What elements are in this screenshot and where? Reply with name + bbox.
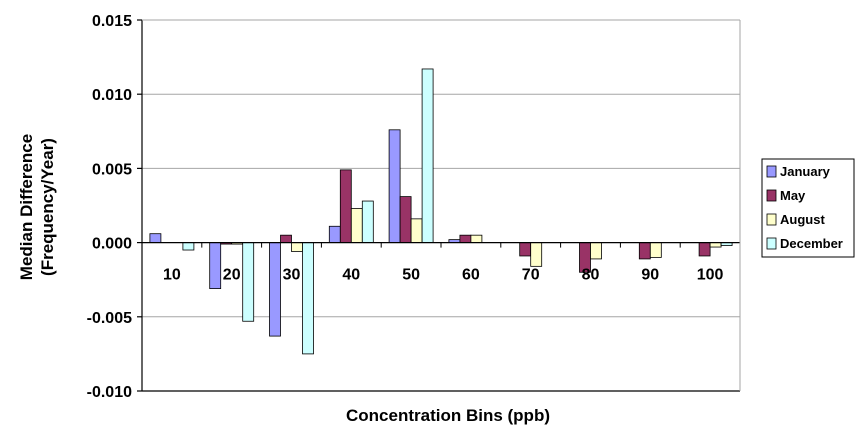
bar-may-30 xyxy=(280,234,292,243)
y-axis-title-line2: (Frequency/Year) xyxy=(38,138,57,276)
x-tick-label: 10 xyxy=(163,267,181,284)
bar-august-90 xyxy=(649,242,662,258)
x-axis-ticks: 10 20 30 40 50 60 70 80 90 100 xyxy=(141,242,724,284)
legend-label-january: January xyxy=(780,164,831,179)
bar-august-30 xyxy=(291,242,303,252)
x-tick-label: 100 xyxy=(697,267,724,284)
legend-label-december: December xyxy=(780,236,843,251)
bar-may-40 xyxy=(339,169,352,244)
bar-december-10 xyxy=(182,242,195,251)
legend-label-august: August xyxy=(780,212,825,227)
legend-swatch-august xyxy=(766,213,777,226)
plot-frame xyxy=(141,19,741,392)
y-tick-label: -0.005 xyxy=(87,310,132,327)
bar-august-80 xyxy=(590,242,602,260)
x-tick-label: 20 xyxy=(223,267,241,284)
y-tick-label: 0.010 xyxy=(92,87,132,104)
bar-may-60 xyxy=(459,234,472,243)
legend: January May August December xyxy=(761,158,855,258)
bar-december-40 xyxy=(361,200,374,244)
y-axis-title-line1: Median Difference xyxy=(17,134,36,280)
y-tick-label: 0.000 xyxy=(92,236,132,253)
x-tick-label: 40 xyxy=(342,267,360,284)
legend-box xyxy=(761,158,855,258)
bar-august-50 xyxy=(410,218,423,244)
bar-august-40 xyxy=(350,208,363,244)
bar-august-70 xyxy=(530,242,543,267)
bar-january-30 xyxy=(269,242,281,337)
y-axis-ticks: 0.015 0.010 0.005 0.000 -0.005 -0.010 xyxy=(87,13,142,401)
x-tick-label: 60 xyxy=(462,267,480,284)
legend-swatch-may xyxy=(766,189,777,202)
legend-swatch-december xyxy=(766,237,777,250)
bar-may-50 xyxy=(399,196,412,243)
y-tick-label: 0.005 xyxy=(92,161,132,178)
legend-label-may: May xyxy=(780,188,806,203)
x-tick-label: 50 xyxy=(402,267,420,284)
bar-january-20 xyxy=(209,242,222,290)
bars xyxy=(149,68,733,355)
x-axis-title: Concentration Bins (ppb) xyxy=(346,406,550,425)
bar-august-100 xyxy=(709,242,722,248)
x-tick-label: 90 xyxy=(641,267,659,284)
y-tick-label: -0.010 xyxy=(87,384,132,401)
bar-january-40 xyxy=(328,225,341,244)
bar-december-20 xyxy=(242,242,255,322)
x-tick-label: 80 xyxy=(582,267,600,284)
bar-may-90 xyxy=(638,242,651,260)
y-tick-label: 0.015 xyxy=(92,13,132,30)
bar-december-30 xyxy=(302,242,314,355)
bar-may-70 xyxy=(519,242,532,257)
bar-december-50 xyxy=(421,68,434,244)
bar-january-50 xyxy=(388,129,401,243)
bar-may-100 xyxy=(698,242,711,257)
legend-swatch-january xyxy=(766,165,777,178)
bar-august-60 xyxy=(470,234,483,243)
x-tick-label: 70 xyxy=(522,267,540,284)
x-tick-label: 30 xyxy=(283,267,301,284)
bar-january-10 xyxy=(149,233,162,243)
